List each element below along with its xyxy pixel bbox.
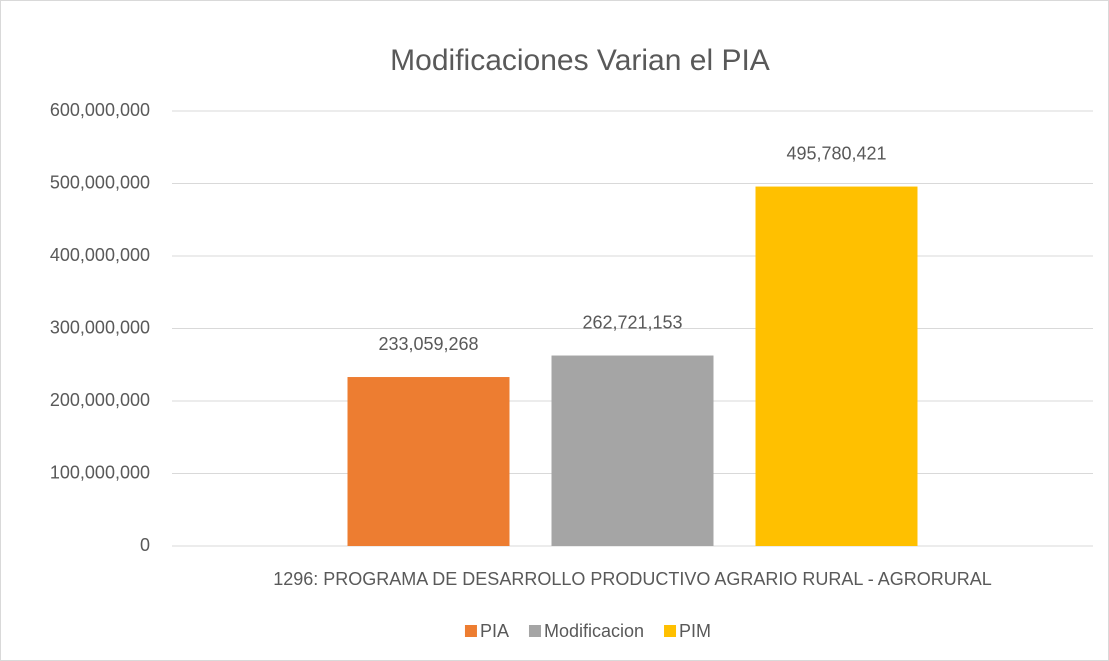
legend-swatch [664,625,677,637]
y-tick-label: 100,000,000 [50,462,150,482]
bar [755,186,918,546]
chart-title: Modificaciones Varian el PIA [390,44,770,77]
legend-swatch [528,625,541,637]
y-tick-label: 0 [140,535,150,555]
value-label: 233,059,268 [378,334,478,354]
y-tick-label: 500,000,000 [50,172,150,192]
value-label: 262,721,153 [582,312,682,332]
y-tick-label: 400,000,000 [50,245,150,265]
legend-label: PIM [679,621,711,641]
bar [347,377,510,546]
bar [551,355,714,546]
legend-label: Modificacion [544,621,644,641]
y-tick-label: 300,000,000 [50,317,150,337]
legend-label: PIA [480,621,509,641]
x-tick-label: 1296: PROGRAMA DE DESARROLLO PRODUCTIVO … [273,569,992,589]
y-tick-label: 200,000,000 [50,390,150,410]
legend-swatch [464,625,477,637]
y-tick-label: 600,000,000 [50,100,150,120]
value-label: 495,780,421 [786,143,886,163]
